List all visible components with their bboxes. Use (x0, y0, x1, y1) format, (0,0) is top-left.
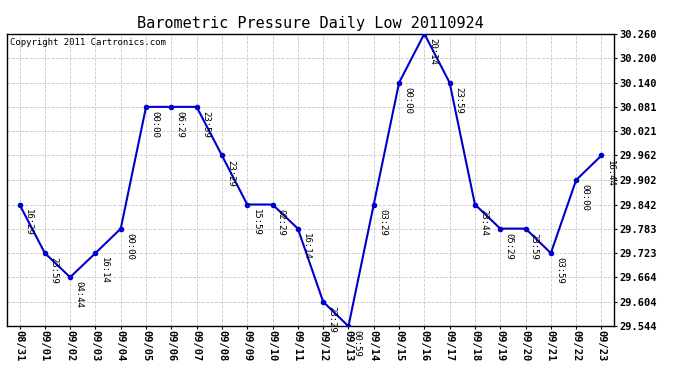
Title: Barometric Pressure Daily Low 20110924: Barometric Pressure Daily Low 20110924 (137, 16, 484, 31)
Text: 00:00: 00:00 (150, 111, 159, 138)
Text: 00:00: 00:00 (580, 184, 589, 211)
Text: 03:59: 03:59 (555, 257, 564, 284)
Text: 23:59: 23:59 (49, 257, 58, 284)
Text: 02:29: 02:29 (277, 209, 286, 236)
Text: 16:14: 16:14 (99, 257, 108, 284)
Text: Copyright 2011 Cartronics.com: Copyright 2011 Cartronics.com (10, 38, 166, 47)
Text: 16:29: 16:29 (23, 209, 32, 236)
Text: 00:00: 00:00 (403, 87, 412, 114)
Text: 00:59: 00:59 (353, 330, 362, 357)
Text: 23:59: 23:59 (201, 111, 210, 138)
Text: 16:44: 16:44 (606, 160, 615, 186)
Text: 20:14: 20:14 (428, 38, 437, 65)
Text: 16:14: 16:14 (302, 233, 311, 260)
Text: 15:59: 15:59 (251, 209, 260, 236)
Text: 06:29: 06:29 (175, 111, 184, 138)
Text: 04:44: 04:44 (75, 281, 83, 308)
Text: 23:29: 23:29 (327, 306, 336, 333)
Text: 03:29: 03:29 (378, 209, 387, 236)
Text: 23:44: 23:44 (479, 209, 488, 236)
Text: 23:59: 23:59 (530, 233, 539, 260)
Text: 23:59: 23:59 (454, 87, 463, 114)
Text: 00:00: 00:00 (125, 233, 134, 260)
Text: 23:29: 23:29 (226, 160, 235, 186)
Text: 05:29: 05:29 (504, 233, 513, 260)
